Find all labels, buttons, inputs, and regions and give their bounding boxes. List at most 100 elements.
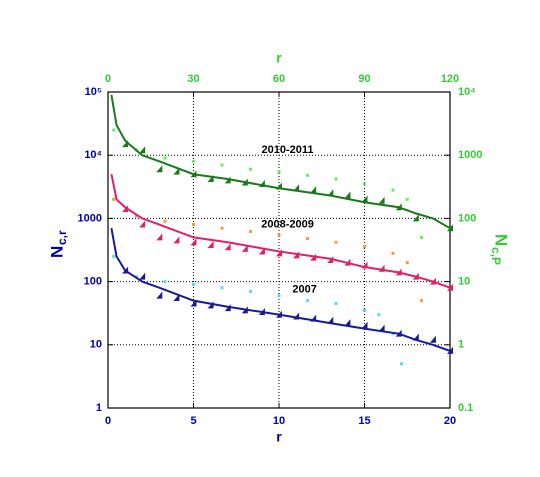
triangle-marker [156,291,163,299]
x-axis-label: r [276,429,282,445]
data-point [391,251,395,255]
data-point [405,261,409,265]
plot-area [107,91,451,409]
y2-tick-label: 1000 [458,149,482,161]
y-tick-label: 1 [96,402,102,414]
y-tick-label: 1000 [78,212,102,224]
triangle-marker [122,266,129,274]
triangle-marker [156,233,163,241]
triangle-marker [156,165,163,173]
data-point [192,159,195,163]
data-point [334,240,338,244]
fit-line [110,174,451,289]
triangle-marker [224,176,231,184]
x-tick-label: 10 [273,415,285,427]
triangle-marker [378,324,385,332]
y-axis-label-sub: c,r [55,230,69,245]
y2-tick-label: 100 [458,212,476,224]
triangle-marker [344,191,351,199]
triangle-marker [327,255,334,263]
triangle-marker [224,304,231,312]
triangle-marker [139,272,146,280]
triangle-marker [412,214,419,222]
data-point [306,173,309,177]
data-point [249,167,252,171]
x-tick-label: 0 [105,415,111,427]
triangle-marker [122,140,129,148]
triangle-marker [395,329,402,337]
x2-tick-label: 30 [187,73,199,85]
data-point [277,233,281,237]
y2-tick-label: 10 [458,276,470,288]
triangle-marker [276,310,282,318]
data-point [112,254,116,258]
triangle-marker [447,224,453,232]
triangle-marker [395,268,402,276]
triangle-marker [344,258,351,266]
data-point [135,275,138,279]
x2-tick-label: 60 [273,73,285,85]
data-point [192,223,195,227]
triangle-marker [310,253,317,261]
data-point [277,294,281,298]
triangle-marker [122,205,129,213]
triangle-marker [258,308,265,316]
data-point [112,128,116,132]
triangle-marker [207,175,214,183]
data-point [192,282,195,286]
triangle-marker [327,189,334,197]
triangle-marker [378,264,385,272]
triangle-marker [241,178,248,186]
annotation: 2007 [292,283,316,295]
y2-tick-label: 0.1 [458,402,473,414]
triangle-marker [293,251,300,259]
triangle-marker [361,195,368,203]
data-point [334,177,338,181]
y2-axis-label-sub: c,P [489,247,503,265]
x2-tick-label: 0 [105,73,111,85]
triangle-marker [207,240,214,248]
triangle-marker [293,312,300,320]
triangle-marker [258,180,265,188]
data-point [400,362,404,366]
triangle-marker [412,333,419,341]
x-tick-label: 20 [444,415,456,427]
y2-tick-label: 1 [458,339,464,351]
triangle-marker [190,170,197,178]
y2-axis-label: Nc,P [489,234,511,265]
triangle-marker [190,299,197,307]
annotation: 2010-2011 [262,144,314,156]
data-point [277,170,281,174]
data-point [306,237,309,241]
y2-axis-label-main: N [492,234,511,246]
triangle-marker [378,196,385,204]
data-point [363,182,366,186]
y-tick-label: 10⁴ [84,149,102,161]
triangle-marker [258,247,265,255]
data-point [391,188,395,192]
y-axis-label-main: N [47,246,66,258]
triangle-marker [293,184,300,192]
triangle-marker [344,319,351,327]
triangle-marker [139,146,146,154]
data-point [334,302,338,306]
annotation: 2008-2009 [261,218,314,230]
triangle-marker [447,283,453,291]
triangle-marker [395,203,402,211]
data-point [363,308,366,312]
data-point [405,197,409,201]
triangle-marker [447,346,453,354]
triangle-marker [361,321,368,329]
triangle-marker [173,294,180,302]
triangle-marker [361,261,368,269]
data-point [163,280,167,284]
triangle-marker [429,277,436,285]
triangle-marker [429,335,436,343]
data-point [220,286,224,290]
triangle-marker [310,186,317,194]
data-point [377,313,381,317]
y-tick-label: 10⁵ [85,86,102,98]
data-point [163,219,167,223]
data-point [220,226,224,230]
